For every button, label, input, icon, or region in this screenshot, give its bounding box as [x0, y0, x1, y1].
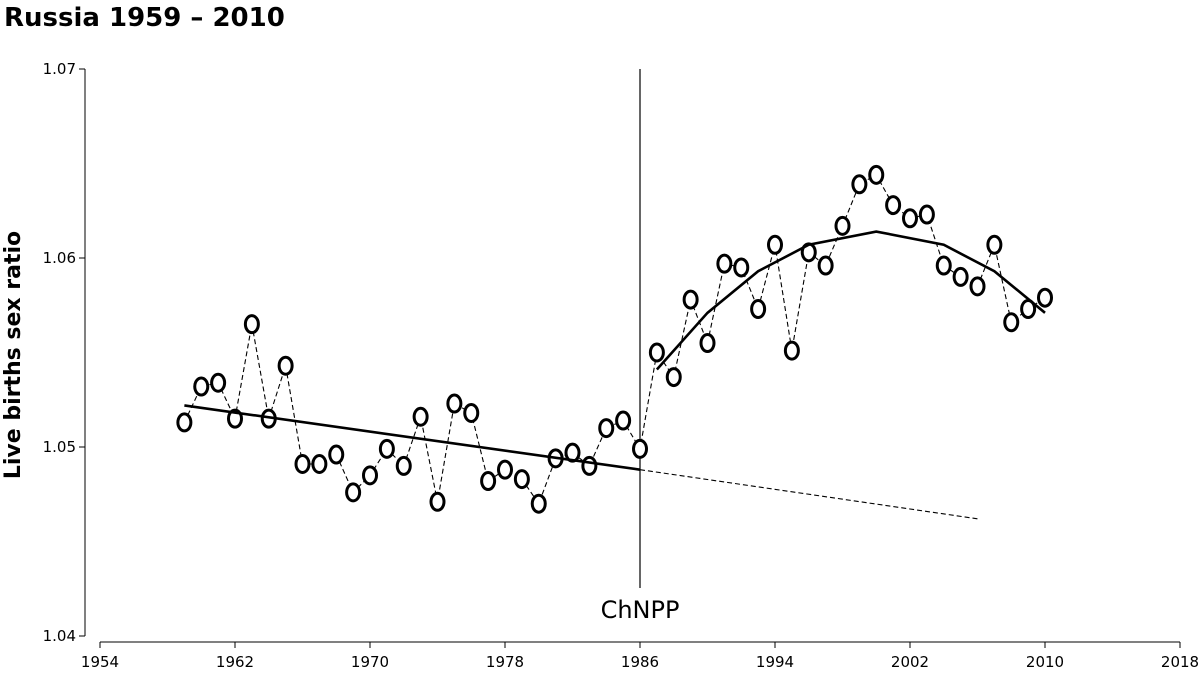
x-tick-label: 1986: [621, 653, 659, 671]
data-point: [851, 174, 868, 195]
data-point: [834, 215, 851, 236]
x-tick-label: 2010: [1026, 653, 1064, 671]
data-point: [378, 438, 395, 459]
y-tick-label: 1.06: [43, 249, 76, 267]
data-point: [935, 255, 952, 276]
data-point: [176, 412, 193, 433]
y-tick-label: 1.04: [43, 627, 76, 645]
x-tick-label: 1994: [756, 653, 794, 671]
series-line: [184, 404, 641, 471]
y-axis-label: Live births sex ratio: [1, 231, 26, 479]
data-point: [665, 367, 682, 388]
series-line: [655, 230, 1046, 371]
data-point: [480, 471, 497, 492]
data-point: [885, 195, 902, 216]
x-tick-label: 1962: [216, 653, 254, 671]
x-tick-label: 1954: [81, 653, 119, 671]
data-point: [699, 333, 716, 354]
data-point: [1003, 312, 1020, 333]
data-point: [227, 408, 243, 429]
data-point: [733, 257, 750, 278]
data-point: [395, 455, 412, 476]
data-point: [193, 376, 210, 397]
data-point: [497, 459, 513, 480]
data-point: [986, 234, 1003, 255]
data-point: [868, 164, 885, 185]
data-point: [362, 465, 378, 486]
event-label: ChNPP: [601, 596, 680, 624]
data-point: [311, 454, 328, 475]
series-line: [639, 469, 978, 520]
x-tick-label: 2002: [891, 653, 929, 671]
x-tick-label: 1970: [351, 653, 389, 671]
data-point: [243, 314, 260, 335]
data-point: [345, 482, 362, 503]
data-point: [429, 491, 446, 512]
data-point: [513, 469, 530, 490]
x-tick-label: 1978: [486, 653, 524, 671]
data-point: [446, 393, 463, 414]
data-point: [918, 204, 935, 225]
data-point: [530, 493, 547, 514]
data-point: [682, 289, 699, 310]
chart-title: Russia 1959 – 2010: [4, 3, 285, 33]
data-point: [716, 253, 733, 274]
y-tick-label: 1.05: [43, 438, 76, 456]
data-point: [648, 342, 665, 363]
data-point: [581, 455, 598, 476]
data-point: [598, 418, 615, 439]
data-point: [969, 276, 986, 297]
data-point: [328, 444, 345, 465]
data-point: [767, 234, 783, 255]
data-point: [817, 255, 834, 276]
data-point: [1037, 287, 1053, 308]
data-point: [294, 454, 311, 475]
data-point: [750, 299, 767, 320]
data-point: [952, 266, 969, 287]
data-point: [902, 208, 918, 229]
data-point: [783, 340, 800, 361]
x-tick-label: 2018: [1161, 653, 1199, 671]
data-point: [463, 402, 480, 423]
series-line: [183, 174, 1046, 505]
data-point: [277, 355, 294, 376]
y-tick-label: 1.07: [43, 60, 76, 78]
data-point: [615, 410, 632, 431]
data-point: [632, 438, 648, 459]
data-point: [412, 406, 429, 427]
data-point: [210, 372, 227, 393]
